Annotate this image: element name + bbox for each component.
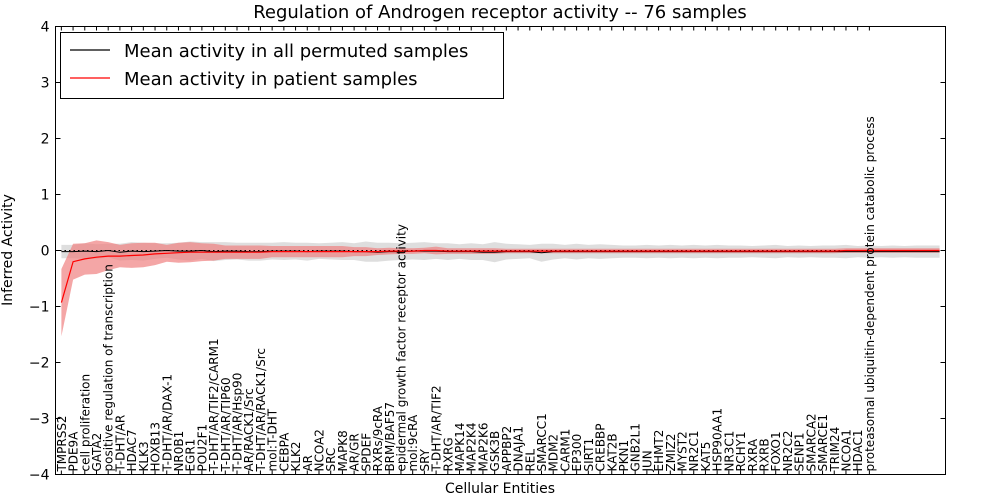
x-tick-label: MYST2	[676, 431, 690, 471]
x-tick-label: SENP1	[793, 432, 807, 471]
x-tick-label: CARM1	[558, 429, 572, 472]
x-tick-label: HOXB13	[149, 422, 163, 471]
legend-label-permuted: Mean activity in all permuted samples	[124, 41, 468, 62]
x-tick-label: MAP2K4	[465, 423, 479, 472]
legend-label-patient: Mean activity in patient samples	[124, 69, 418, 90]
x-tick-label: CREBBP	[594, 423, 608, 471]
x-tick-label: PDE9A	[67, 431, 81, 472]
x-tick-label: TMPRSS2	[55, 415, 69, 472]
x-tick-label: KAT5	[699, 442, 713, 472]
x-tick-label: SMARCC1	[535, 413, 549, 471]
x-tick-label: EHMT2	[652, 430, 666, 472]
x-axis-label: Cellular Entities	[445, 481, 555, 497]
x-tick-label: SPDEF	[359, 433, 373, 472]
x-tick-label: EP300	[570, 434, 584, 472]
y-tick-label: −4	[29, 468, 50, 484]
y-tick-label: −1	[29, 300, 50, 316]
x-tick-label: NR0B1	[172, 431, 186, 472]
y-tick-label: −3	[29, 412, 50, 428]
x-tick-label: mol:T-DHT	[266, 408, 280, 471]
x-tick-label: T-DHT/AR/TIF2	[430, 385, 444, 472]
x-tick-label: NR2C1	[687, 431, 701, 472]
x-tick-label: GSK3B	[488, 431, 502, 472]
x-tick-label: AR/GR	[348, 433, 362, 471]
x-tick-label: T-DHT/AR/DAX-1	[160, 374, 174, 473]
x-tick-label: NCOA1	[840, 429, 854, 471]
y-tick-label: 2	[41, 132, 50, 148]
x-tick-label: ZMIZ2	[664, 434, 678, 472]
x-tick-label: MAPK8	[336, 430, 350, 471]
x-tick-label: RXRs/9cRA	[371, 405, 385, 471]
plot-area	[55, 240, 946, 337]
x-tick-label: MAP2K6	[476, 423, 490, 472]
x-tick-label: TRIM24	[828, 427, 842, 473]
x-tick-label: FOXO1	[769, 431, 783, 471]
y-axis-label: Inferred Activity	[0, 194, 16, 306]
x-tick-label: SRY	[418, 448, 432, 471]
x-tick-label: KAT2B	[605, 433, 619, 471]
x-tick-label: AR/RACK1/Src	[242, 388, 256, 471]
y-tick-label: 3	[41, 76, 50, 92]
x-tick-label: EGR1	[184, 439, 198, 472]
x-tick-label: HSP90AA1	[711, 408, 725, 472]
x-tick-label: SRC	[324, 448, 338, 472]
x-tick-label: SMARCA2	[804, 413, 818, 471]
x-tick-label: MAPK14	[453, 423, 467, 472]
x-tick-label: RXRG	[441, 437, 455, 471]
x-tick-label: mol:9cRA	[406, 414, 420, 471]
x-tick-label: DNAJA1	[512, 426, 526, 472]
x-tick-label: MDM2	[547, 434, 561, 472]
x-tick-label: cell proliferation	[78, 374, 92, 472]
y-tick-label: 4	[41, 20, 50, 36]
y-tick-label: −2	[29, 356, 50, 372]
x-tick-label: positive regulation of transcription	[102, 264, 116, 471]
y-tick-label: 0	[41, 244, 50, 260]
x-tick-label: RXRA	[746, 438, 760, 471]
x-tick-label: NR2C2	[781, 431, 795, 472]
x-tick-label: HDAC1	[851, 429, 865, 471]
x-tick-label: REL	[523, 449, 537, 472]
y-tick-label: 1	[41, 188, 50, 204]
x-tick-label: CEBPA	[277, 432, 291, 472]
x-tick-label: T-DHT/AR/Hsp90	[231, 373, 245, 473]
x-tick-label: KLK2	[289, 441, 303, 471]
x-tick-label: RCHY1	[734, 431, 748, 471]
x-tick-label: epidermal growth factor receptor activit…	[395, 224, 409, 471]
x-tick-label: T-DHT/AR	[113, 415, 127, 473]
x-tick-label: RXRB	[758, 438, 772, 471]
y-axis: −4 −3 −2 −1 0 1 2 3 4	[29, 20, 946, 484]
chart-title: Regulation of Androgen receptor activity…	[253, 2, 747, 23]
x-tick-label: T-DHT/AR/TIP60	[219, 377, 233, 472]
x-tick-label: proteasomal ubiquitin-dependent protein …	[863, 116, 877, 471]
x-tick-label: PKN1	[617, 440, 631, 472]
x-tick-label: AR	[301, 455, 315, 472]
x-tick-label: NR3C1	[722, 431, 736, 472]
x-tick-label: T-DHT/AR/RACK1/Src	[254, 348, 268, 472]
x-tick-label: GATA2	[90, 433, 104, 472]
legend: Mean activity in all permuted samples Me…	[60, 32, 504, 99]
x-tick-label: JUN	[640, 450, 654, 472]
x-tick-label: T-DHT/AR/TIF2/CARM1	[207, 338, 221, 472]
x-tick-label: GNB2L1	[629, 423, 643, 471]
legend-box	[60, 32, 504, 99]
x-tick-label: APPBP2	[500, 426, 514, 472]
x-tick-label: KLK3	[137, 441, 151, 471]
x-tick-label: HDAC7	[125, 429, 139, 471]
x-tick-label: NCOA2	[313, 429, 327, 471]
line-patient	[60, 249, 940, 303]
x-tick-label: SMARCE1	[816, 414, 830, 472]
x-tick-label: POU2F1	[195, 424, 209, 472]
x-tick-label: SIRT1	[582, 438, 596, 472]
x-tick-label: BRM/BAF57	[383, 402, 397, 472]
